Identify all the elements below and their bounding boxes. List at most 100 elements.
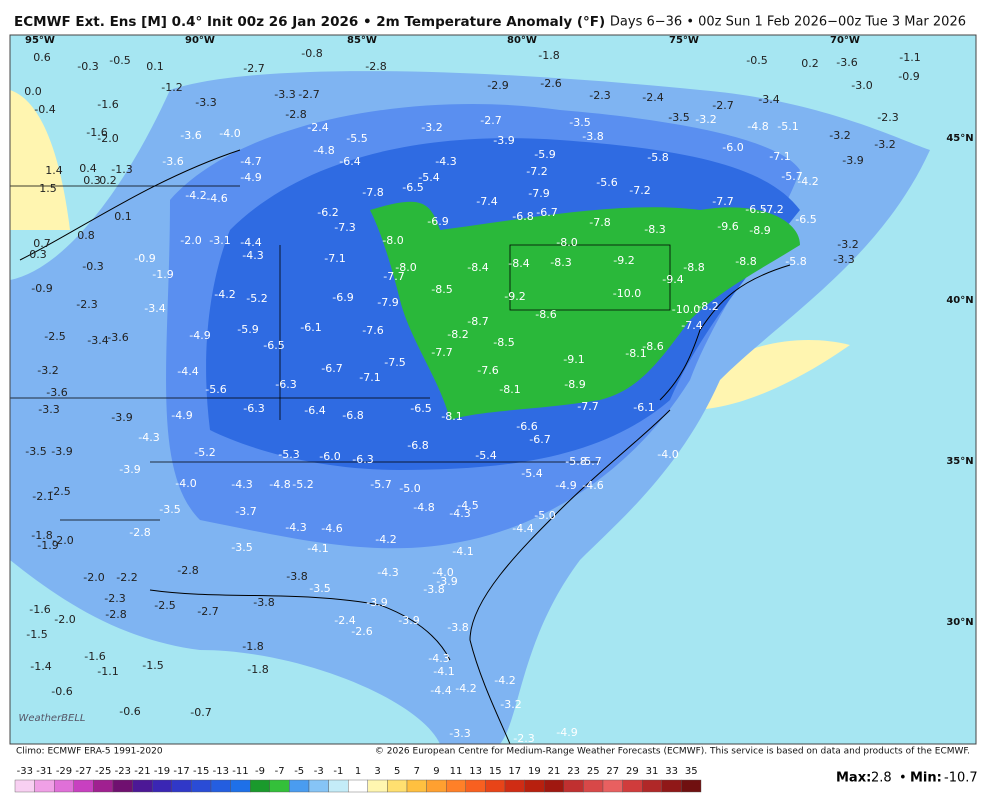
colorbar-swatch bbox=[191, 779, 212, 793]
anomaly-label: -7.6 bbox=[477, 364, 498, 377]
anomaly-label: -0.9 bbox=[134, 252, 155, 265]
colorbar-swatch bbox=[289, 779, 310, 793]
anomaly-label: -7.6 bbox=[362, 324, 383, 337]
anomaly-label: -3.5 bbox=[25, 445, 46, 458]
anomaly-label: -0.6 bbox=[51, 685, 72, 698]
anomaly-label: -5.5 bbox=[346, 132, 367, 145]
anomaly-label: -5.2 bbox=[246, 292, 267, 305]
anomaly-label: -8.7 bbox=[467, 315, 488, 328]
anomaly-label: -2.0 bbox=[97, 132, 118, 145]
anomaly-label: -1.1 bbox=[97, 665, 118, 678]
anomaly-label: -4.0 bbox=[432, 566, 453, 579]
colorbar-tick-label: 11 bbox=[450, 766, 463, 777]
anomaly-label: 0.2 bbox=[801, 57, 819, 70]
anomaly-label: -2.8 bbox=[285, 108, 306, 121]
anomaly-label: -1.6 bbox=[29, 603, 50, 616]
anomaly-label: -8.6 bbox=[535, 308, 556, 321]
anomaly-label: -6.7 bbox=[536, 206, 557, 219]
anomaly-label: -1.9 bbox=[37, 539, 58, 552]
colorbar-swatch bbox=[73, 779, 94, 793]
colorbar-tick-label: 15 bbox=[489, 766, 502, 777]
colorbar-swatch bbox=[642, 779, 663, 793]
anomaly-label: -6.3 bbox=[352, 453, 373, 466]
separator: • bbox=[899, 771, 907, 786]
colorbar-tick-label: 5 bbox=[394, 766, 400, 777]
anomaly-label: -3.4 bbox=[758, 93, 779, 106]
anomaly-label: -3.3 bbox=[195, 96, 216, 109]
max-label: Max: bbox=[836, 771, 871, 786]
anomaly-label: -6.4 bbox=[339, 155, 360, 168]
colorbar-swatch bbox=[563, 779, 584, 793]
anomaly-label: -7.1 bbox=[359, 371, 380, 384]
colorbar-tick-label: 35 bbox=[685, 766, 698, 777]
anomaly-label: -2.0 bbox=[83, 571, 104, 584]
anomaly-label: 0.1 bbox=[146, 60, 164, 73]
colorbar-swatch bbox=[269, 779, 290, 793]
colorbar-tick-label: 19 bbox=[528, 766, 541, 777]
anomaly-label: -3.9 bbox=[493, 134, 514, 147]
anomaly-label: -5.6 bbox=[205, 383, 226, 396]
anomaly-label: -6.4 bbox=[304, 404, 325, 417]
min-value: -10.7 bbox=[944, 771, 978, 786]
colorbar-swatch bbox=[230, 779, 251, 793]
anomaly-label: 0.7 bbox=[33, 237, 51, 250]
anomaly-label: -6.5 bbox=[263, 339, 284, 352]
colorbar-tick-label: -1 bbox=[333, 766, 343, 777]
anomaly-label: -8.2 bbox=[447, 328, 468, 341]
colorbar-tick-label: 25 bbox=[587, 766, 600, 777]
anomaly-label: -4.3 bbox=[435, 155, 456, 168]
anomaly-label: -7.2 bbox=[762, 203, 783, 216]
anomaly-label: -7.3 bbox=[334, 221, 355, 234]
colorbar-swatch bbox=[54, 779, 75, 793]
anomaly-label: -8.5 bbox=[493, 336, 514, 349]
colorbar-tick-label: -7 bbox=[275, 766, 285, 777]
anomaly-label: -4.2 bbox=[455, 682, 476, 695]
anomaly-label: -2.8 bbox=[177, 564, 198, 577]
anomaly-label: -4.0 bbox=[657, 448, 678, 461]
anomaly-label: -2.8 bbox=[105, 608, 126, 621]
anomaly-label: 0.4 bbox=[79, 162, 97, 175]
anomaly-label: -8.9 bbox=[564, 378, 585, 391]
colorbar-tick-label: -25 bbox=[95, 766, 111, 777]
colorbar-swatch bbox=[602, 779, 623, 793]
anomaly-label: -2.0 bbox=[52, 534, 73, 547]
anomaly-label: 0.1 bbox=[114, 210, 132, 223]
anomaly-label: -1.8 bbox=[538, 49, 559, 62]
anomaly-label: -4.2 bbox=[494, 674, 515, 687]
colorbar-swatch bbox=[583, 779, 604, 793]
colorbar-swatch bbox=[406, 779, 427, 793]
anomaly-label: -7.7 bbox=[431, 346, 452, 359]
anomaly-label: -4.1 bbox=[452, 545, 473, 558]
colorbar-swatch bbox=[446, 779, 467, 793]
anomaly-label: -3.9 bbox=[398, 614, 419, 627]
anomaly-label: 0.8 bbox=[77, 229, 95, 242]
colorbar-swatch bbox=[151, 779, 172, 793]
anomaly-label: 0.0 bbox=[24, 85, 42, 98]
anomaly-label: -0.9 bbox=[898, 70, 919, 83]
anomaly-label: -3.4 bbox=[87, 334, 108, 347]
anomaly-label: -3.3 bbox=[449, 727, 470, 740]
anomaly-label: -3.2 bbox=[421, 121, 442, 134]
anomaly-label: -1.8 bbox=[247, 663, 268, 676]
anomaly-label: -2.0 bbox=[180, 234, 201, 247]
anomaly-label: -0.6 bbox=[119, 705, 140, 718]
valid-period: Days 6−36 • 00z Sun 1 Feb 2026−00z Tue 3… bbox=[610, 15, 966, 30]
colorbar-swatch bbox=[308, 779, 329, 793]
anomaly-label: -3.5 bbox=[309, 582, 330, 595]
longitude-label: 70°W bbox=[830, 35, 860, 46]
anomaly-label: -2.3 bbox=[589, 89, 610, 102]
latitude-label: 30°N bbox=[946, 617, 973, 628]
anomaly-label: -5.1 bbox=[777, 120, 798, 133]
anomaly-label: -4.3 bbox=[231, 478, 252, 491]
anomaly-label: -6.5 bbox=[410, 402, 431, 415]
anomaly-label: -2.8 bbox=[365, 60, 386, 73]
anomaly-label: -3.6 bbox=[180, 129, 201, 142]
anomaly-label: -2.5 bbox=[49, 485, 70, 498]
colorbar-swatch bbox=[348, 779, 369, 793]
anomaly-label: -8.6 bbox=[642, 340, 663, 353]
anomaly-label: -4.4 bbox=[430, 684, 451, 697]
anomaly-label: -7.2 bbox=[629, 184, 650, 197]
anomaly-label: -3.8 bbox=[286, 570, 307, 583]
anomaly-label: -1.6 bbox=[97, 98, 118, 111]
